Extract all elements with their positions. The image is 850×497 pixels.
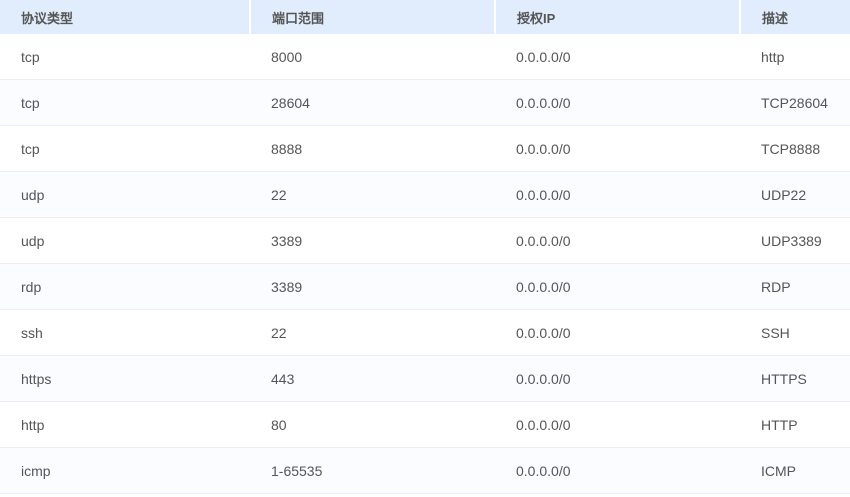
cell-description: ICMP (740, 447, 850, 494)
table-row: tcp 8000 0.0.0.0/0 http (0, 34, 850, 80)
cell-protocol: https (0, 355, 250, 402)
cell-protocol: udp (0, 217, 250, 264)
cell-authorized-ip: 0.0.0.0/0 (495, 171, 740, 218)
cell-authorized-ip: 0.0.0.0/0 (495, 125, 740, 172)
cell-authorized-ip: 0.0.0.0/0 (495, 217, 740, 264)
cell-port-range: 22 (250, 171, 495, 218)
cell-port-range: 3389 (250, 263, 495, 310)
table-header: 协议类型 端口范围 授权IP 描述 (0, 0, 850, 34)
header-port-range: 端口范围 (250, 0, 496, 34)
cell-description: SSH (740, 309, 850, 356)
table-row: tcp 8888 0.0.0.0/0 TCP8888 (0, 125, 850, 172)
header-authorized-ip: 授权IP (495, 0, 741, 34)
cell-protocol: tcp (0, 125, 250, 172)
cell-protocol: rdp (0, 263, 250, 310)
cell-port-range: 80 (250, 401, 495, 448)
cell-description: http (740, 34, 850, 80)
cell-protocol: http (0, 401, 250, 448)
cell-port-range: 8000 (250, 34, 495, 80)
cell-description: UDP22 (740, 171, 850, 218)
cell-authorized-ip: 0.0.0.0/0 (495, 79, 740, 126)
cell-port-range: 3389 (250, 217, 495, 264)
cell-description: RDP (740, 263, 850, 310)
cell-protocol: icmp (0, 447, 250, 494)
cell-authorized-ip: 0.0.0.0/0 (495, 447, 740, 494)
table-row: udp 3389 0.0.0.0/0 UDP3389 (0, 217, 850, 264)
table-row: ssh 22 0.0.0.0/0 SSH (0, 309, 850, 356)
cell-description: TCP28604 (740, 79, 850, 126)
cell-authorized-ip: 0.0.0.0/0 (495, 401, 740, 448)
cell-authorized-ip: 0.0.0.0/0 (495, 263, 740, 310)
table-row: https 443 0.0.0.0/0 HTTPS (0, 355, 850, 402)
cell-port-range: 443 (250, 355, 495, 402)
header-description: 描述 (740, 0, 850, 34)
cell-port-range: 1-65535 (250, 447, 495, 494)
table-row: rdp 3389 0.0.0.0/0 RDP (0, 263, 850, 310)
cell-authorized-ip: 0.0.0.0/0 (495, 355, 740, 402)
cell-description: TCP8888 (740, 125, 850, 172)
table-row: tcp 28604 0.0.0.0/0 TCP28604 (0, 79, 850, 126)
cell-port-range: 22 (250, 309, 495, 356)
table-row: icmp 1-65535 0.0.0.0/0 ICMP (0, 447, 850, 494)
cell-protocol: tcp (0, 34, 250, 80)
cell-protocol: ssh (0, 309, 250, 356)
table-row: http 80 0.0.0.0/0 HTTP (0, 401, 850, 448)
cell-authorized-ip: 0.0.0.0/0 (495, 309, 740, 356)
cell-authorized-ip: 0.0.0.0/0 (495, 34, 740, 80)
cell-port-range: 8888 (250, 125, 495, 172)
cell-description: UDP3389 (740, 217, 850, 264)
cell-protocol: udp (0, 171, 250, 218)
table-row: udp 22 0.0.0.0/0 UDP22 (0, 171, 850, 218)
cell-description: HTTPS (740, 355, 850, 402)
cell-port-range: 28604 (250, 79, 495, 126)
header-protocol: 协议类型 (0, 0, 251, 34)
cell-protocol: tcp (0, 79, 250, 126)
cell-description: HTTP (740, 401, 850, 448)
